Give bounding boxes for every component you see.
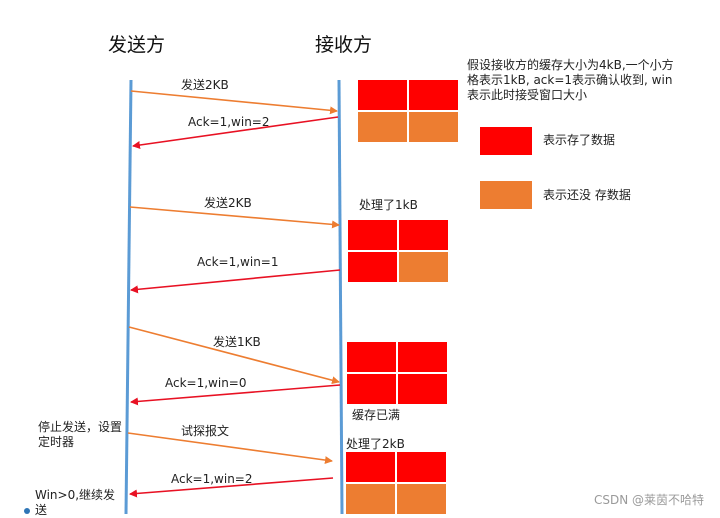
legend-full-label: 表示存了数据 [543,133,616,147]
message-label-ack-win-2-1: Ack=1,win=2 [188,115,270,129]
sender-header: 发送方 [108,34,166,56]
ack-arrow-3 [130,384,341,406]
sender-stop-label: 停止发送，设置定时器 [38,420,123,449]
receiver-processed-2kb-label: 处理了2kB [346,437,405,451]
receiver-processed-1kb-label: 处理了1kB [359,198,418,212]
buffer-cell [397,452,446,482]
buffer-cell [397,484,446,514]
buffer-cell [346,484,395,514]
message-label-ack-win-0: Ack=1,win=0 [165,376,247,390]
ack-arrow-4 [129,477,334,498]
send-arrow-2 [129,206,340,229]
buffer-cell [409,80,458,110]
legend-full-swatch [480,127,532,155]
ack-arrow-1 [132,116,339,149]
legend-empty-swatch [480,181,532,209]
buffer-cell [348,252,397,282]
buffer-cell [347,342,396,372]
sender-timeline [124,79,133,514]
buffer-cell [347,374,396,404]
buffer-cell [409,112,458,142]
receiver-buffer-full-label: 缓存已满 [352,408,401,422]
receiver-buffer-1 [358,80,458,142]
buffer-cell [358,112,407,142]
buffer-cell [348,220,397,250]
message-label-probe: 试探报文 [181,424,230,438]
buffer-cell [398,374,447,404]
receiver-buffer-3 [347,342,447,404]
receiver-buffer-4 [346,452,446,514]
receiver-header: 接收方 [315,34,373,56]
watermark: CSDN @莱茵不哈特 [594,493,705,507]
send-arrow-3 [128,326,340,385]
send-arrow-1 [130,90,338,115]
message-label-ack-win-2-2: Ack=1,win=2 [171,472,253,486]
ack-arrow-2 [130,269,341,294]
buffer-cell [358,80,407,110]
probe-arrow [127,432,333,465]
message-label-ack-win-1: Ack=1,win=1 [197,255,279,269]
buffer-cell [346,452,395,482]
message-label-send-1kb: 发送1KB [213,335,261,349]
legend-empty-label: 表示还没 存数据 [543,188,631,202]
receiver-timeline [337,79,344,514]
buffer-cell [398,342,447,372]
message-label-send-2kb-2: 发送2KB [204,196,252,210]
buffer-cell [399,252,448,282]
message-label-send-2kb-1: 发送2KB [181,78,229,92]
bullet-dot [24,508,30,514]
receiver-buffer-2 [348,220,448,282]
buffer-cell [399,220,448,250]
assumption-note: 假设接收方的缓存大小为4kB,一个小方格表示1kB, ack=1表示确认收到, … [467,58,674,102]
